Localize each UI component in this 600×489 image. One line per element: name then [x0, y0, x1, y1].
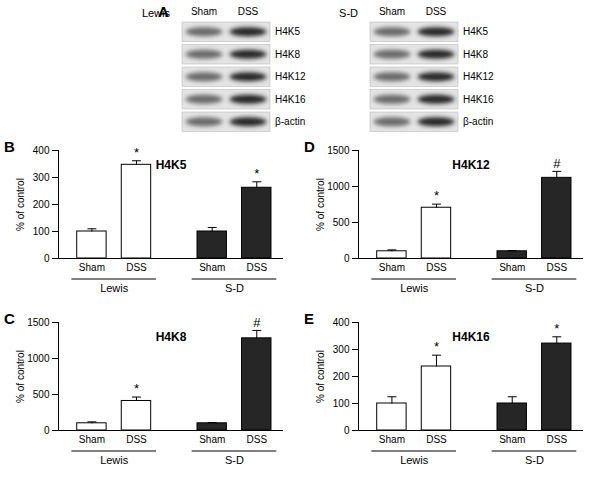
- svg-text:400: 400: [33, 145, 50, 156]
- svg-text:*: *: [134, 381, 139, 396]
- svg-text:Sham: Sham: [379, 262, 405, 273]
- svg-text:Sham: Sham: [191, 6, 217, 17]
- svg-text:Sham: Sham: [79, 262, 105, 273]
- html-text:B: B: [4, 138, 15, 155]
- svg-text:100: 100: [33, 226, 50, 237]
- svg-text:*: *: [254, 166, 259, 181]
- svg-text:Sham: Sham: [499, 262, 525, 273]
- svg-text:Sham: Sham: [379, 6, 405, 17]
- svg-text:% of control: % of control: [315, 350, 326, 403]
- svg-text:1000: 1000: [327, 181, 350, 192]
- svg-text:100: 100: [333, 398, 350, 409]
- svg-text:% of control: % of control: [15, 178, 26, 231]
- svg-text:0: 0: [344, 253, 350, 264]
- svg-text:0: 0: [344, 425, 350, 436]
- svg-text:DSS: DSS: [426, 434, 447, 445]
- svg-text:H4K5: H4K5: [463, 26, 488, 37]
- svg-text:H4K8: H4K8: [156, 330, 187, 344]
- svg-text:200: 200: [333, 371, 350, 382]
- svg-text:S-D: S-D: [339, 7, 358, 19]
- svg-text:300: 300: [33, 172, 50, 183]
- svg-text:Lewis: Lewis: [100, 454, 129, 466]
- svg-text:H4K12: H4K12: [463, 71, 494, 82]
- svg-text:H4K16: H4K16: [463, 94, 494, 105]
- svg-text:500: 500: [33, 389, 50, 400]
- svg-text:S-D: S-D: [525, 454, 544, 466]
- svg-text:Sham: Sham: [499, 434, 525, 445]
- svg-text:0: 0: [44, 425, 50, 436]
- svg-text:Lewis: Lewis: [400, 282, 429, 294]
- svg-text:% of control: % of control: [315, 178, 326, 231]
- svg-text:*: *: [134, 145, 139, 160]
- svg-text:% of control: % of control: [15, 350, 26, 403]
- svg-text:S-D: S-D: [225, 282, 244, 294]
- svg-text:H4K8: H4K8: [275, 49, 300, 60]
- svg-text:300: 300: [333, 344, 350, 355]
- svg-text:DSS: DSS: [126, 434, 147, 445]
- svg-text:200: 200: [33, 199, 50, 210]
- svg-text:H4K16: H4K16: [452, 330, 490, 344]
- svg-text:DSS: DSS: [246, 434, 267, 445]
- svg-text:H4K12: H4K12: [275, 71, 306, 82]
- svg-text:DSS: DSS: [246, 262, 267, 273]
- html-text:C: C: [4, 310, 15, 327]
- svg-text:*: *: [554, 321, 559, 336]
- svg-text:DSS: DSS: [546, 434, 567, 445]
- svg-text:DSS: DSS: [426, 6, 447, 17]
- svg-text:1500: 1500: [327, 145, 350, 156]
- svg-text:H4K16: H4K16: [275, 94, 306, 105]
- html-text:E: E: [304, 310, 314, 327]
- svg-text:#: #: [553, 156, 561, 171]
- svg-text:1500: 1500: [27, 317, 50, 328]
- svg-text:1000: 1000: [27, 353, 50, 364]
- svg-text:H4K5: H4K5: [275, 26, 300, 37]
- svg-text:S-D: S-D: [525, 282, 544, 294]
- svg-text:Sham: Sham: [379, 434, 405, 445]
- svg-text:DSS: DSS: [426, 262, 447, 273]
- svg-text:Sham: Sham: [79, 434, 105, 445]
- svg-text:Sham: Sham: [199, 262, 225, 273]
- svg-text:DSS: DSS: [546, 262, 567, 273]
- svg-text:0: 0: [44, 253, 50, 264]
- svg-text:*: *: [434, 339, 439, 354]
- svg-text:DSS: DSS: [126, 262, 147, 273]
- svg-text:Lewis: Lewis: [100, 282, 129, 294]
- svg-text:#: #: [253, 315, 261, 330]
- svg-text:S-D: S-D: [225, 454, 244, 466]
- svg-text:DSS: DSS: [238, 6, 259, 17]
- svg-text:Sham: Sham: [199, 434, 225, 445]
- svg-text:400: 400: [333, 317, 350, 328]
- svg-text:H4K5: H4K5: [156, 158, 187, 172]
- svg-text:*: *: [434, 188, 439, 203]
- svg-text:H4K8: H4K8: [463, 49, 488, 60]
- svg-text:β-actin: β-actin: [275, 116, 305, 127]
- svg-text:H4K12: H4K12: [452, 158, 490, 172]
- html-text:D: D: [304, 138, 315, 155]
- svg-text:Lewis: Lewis: [142, 7, 171, 19]
- svg-text:500: 500: [333, 217, 350, 228]
- svg-text:Lewis: Lewis: [400, 454, 429, 466]
- svg-text:β-actin: β-actin: [463, 116, 493, 127]
